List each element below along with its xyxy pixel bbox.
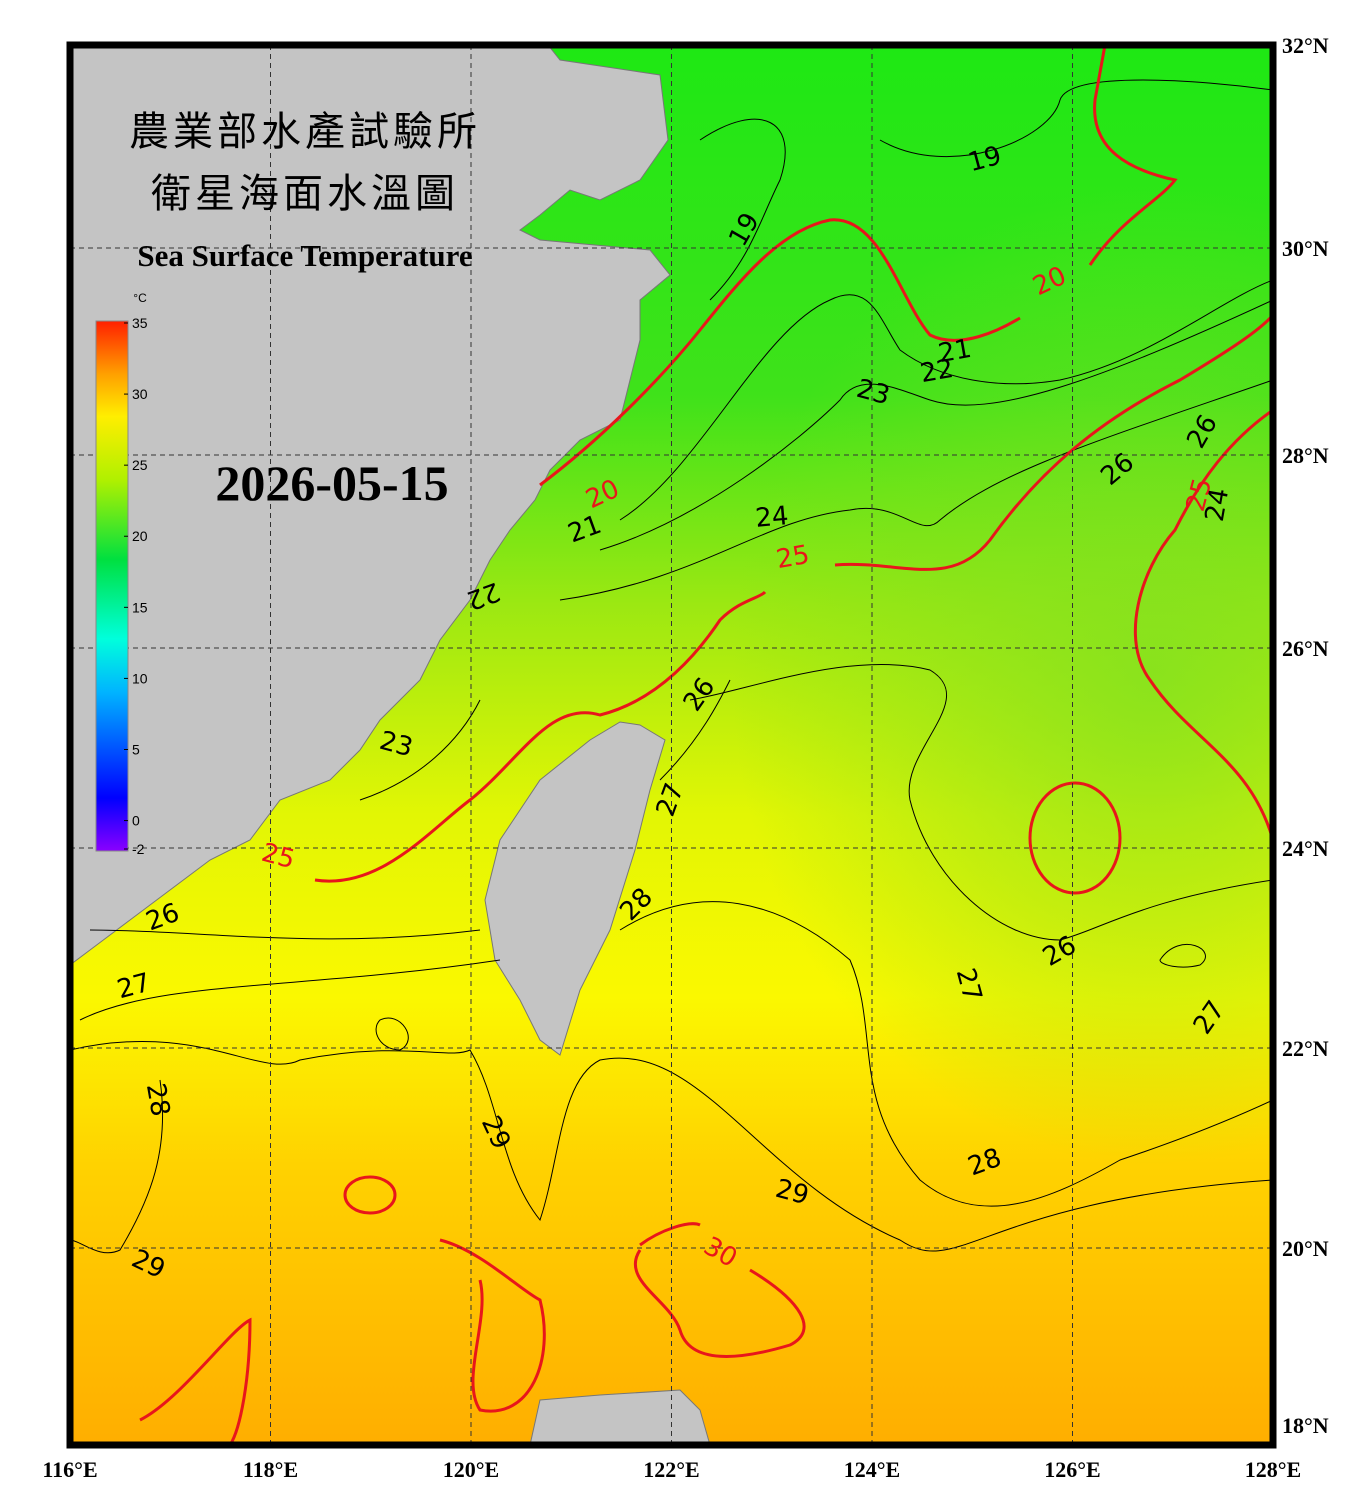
contour-label: 25 — [774, 540, 812, 575]
lat-label: 24°N — [1282, 836, 1329, 861]
lat-label: 30°N — [1282, 236, 1329, 261]
colorbar-unit: °C — [133, 291, 147, 305]
lon-label: 120°E — [443, 1457, 499, 1482]
lat-label: 22°N — [1282, 1036, 1329, 1061]
contour-label: 24 — [1200, 486, 1235, 524]
lat-label: 32°N — [1282, 33, 1329, 58]
contour-label: 21 — [936, 334, 974, 369]
colorbar-tick-label: 25 — [132, 457, 148, 473]
title-zh-2: 衛星海面水溫圖 — [151, 171, 459, 217]
lat-label: 20°N — [1282, 1236, 1329, 1261]
lon-label: 116°E — [42, 1457, 97, 1482]
lon-label: 126°E — [1044, 1457, 1100, 1482]
contour-label: 24 — [754, 501, 790, 534]
lon-label: 122°E — [643, 1457, 699, 1482]
date: 2026-05-15 — [215, 455, 448, 511]
lon-label: 118°E — [243, 1457, 298, 1482]
land-taiwan — [484, 721, 666, 1056]
lat-label: 18°N — [1282, 1413, 1329, 1438]
contour-label: 28 — [140, 1081, 175, 1119]
colorbar — [95, 320, 129, 852]
map-frame — [66, 41, 1277, 1449]
title-zh-1: 農業部水產試驗所 — [129, 109, 481, 155]
lon-label: 128°E — [1245, 1457, 1301, 1482]
colorbar-tick-label: 0 — [132, 813, 140, 829]
colorbar-tick-label: 10 — [132, 670, 148, 686]
lon-label: 124°E — [844, 1457, 900, 1482]
lat-label: 26°N — [1282, 636, 1329, 661]
contour-label: 22 — [918, 354, 956, 389]
colorbar-tick-label: 30 — [132, 386, 148, 402]
colorbar-tick-label: 15 — [132, 599, 148, 615]
colorbar-tick-label: -2 — [132, 841, 145, 857]
colorbar-tick-label: 5 — [132, 741, 140, 757]
land-luzon — [529, 1389, 711, 1445]
colorbar-tick-label: 20 — [132, 528, 148, 544]
grid — [70, 45, 1273, 1445]
colorbar-tick-label: 35 — [132, 315, 148, 331]
title-en: Sea Surface Temperature — [137, 238, 472, 273]
isotherms-black — [70, 79, 1273, 1254]
axes: 116°E 118°E 120°E 122°E 124°E 126°E 128°E 32°N 3… — [42, 33, 1328, 1482]
isotherms-red — [139, 45, 1273, 1445]
lat-label: 28°N — [1282, 443, 1329, 468]
colorbar-ticks: 35 30 25 20 15 10 5 0 -2 — [124, 315, 148, 857]
